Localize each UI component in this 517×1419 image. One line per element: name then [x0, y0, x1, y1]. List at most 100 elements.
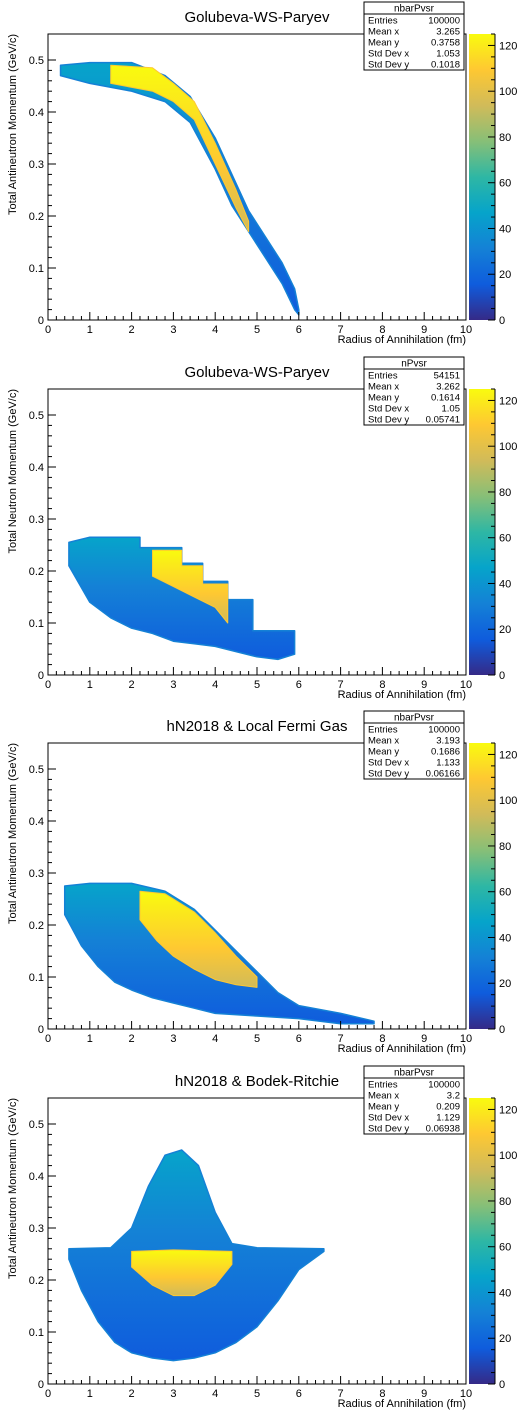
stats-value: 1.129	[436, 1113, 460, 1124]
density-peak-region	[139, 890, 258, 988]
x-tick-label: 6	[296, 1033, 302, 1045]
x-tick-label: 4	[212, 1033, 218, 1045]
x-tick-label: 2	[129, 679, 135, 691]
colorbar-tick-label: 0	[499, 315, 505, 327]
colorbar-tick-label: 100	[499, 86, 517, 98]
x-tick-label: 8	[379, 679, 385, 691]
stats-label: Entries	[368, 1080, 398, 1091]
x-tick-label: 1	[87, 679, 93, 691]
y-tick-label: 0.2	[29, 1275, 44, 1287]
y-tick-label: 0.4	[29, 1171, 44, 1183]
colorbar-tick-label: 0	[499, 1024, 505, 1036]
colorbar-tick-label: 40	[499, 578, 511, 590]
x-tick-label: 10	[460, 1388, 472, 1400]
stats-label: Entries	[368, 371, 398, 382]
stats-box	[363, 1, 465, 71]
colorbar-tick-label: 100	[499, 795, 517, 807]
x-tick-label: 1	[87, 1033, 93, 1045]
colorbar-tick-label: 20	[499, 269, 511, 281]
x-axis-label: Radius of Annihilation (fm)	[338, 1043, 466, 1055]
x-tick-label: 4	[212, 324, 218, 336]
colorbar-tick-label: 100	[499, 1150, 517, 1162]
colorbar-tick-label: 40	[499, 1287, 511, 1299]
colorbar-tick-label: 80	[499, 487, 511, 499]
x-tick-label: 0	[45, 1033, 51, 1045]
stats-value: 1.05	[442, 404, 461, 415]
colorbar-tick-label: 20	[499, 1333, 511, 1345]
colorbar-tick-label: 60	[499, 1242, 511, 1254]
stats-title: nPvsr	[401, 359, 427, 370]
stats-label: Std Dev x	[368, 49, 409, 60]
chart-title: Golubeva-WS-Paryev	[184, 9, 330, 26]
x-tick-label: 10	[460, 1033, 472, 1045]
x-axis-label: Radius of Annihilation (fm)	[338, 334, 466, 346]
x-tick-label: 8	[379, 324, 385, 336]
x-tick-label: 10	[460, 679, 472, 691]
stats-label: Mean x	[368, 1091, 399, 1102]
chart-title: Golubeva-WS-Paryev	[184, 364, 330, 381]
stats-label: Mean x	[368, 27, 399, 38]
stats-value: 1.053	[436, 49, 460, 60]
stats-value: 3.193	[436, 736, 460, 747]
x-tick-label: 3	[170, 1388, 176, 1400]
x-tick-label: 2	[129, 324, 135, 336]
y-tick-label: 0.5	[29, 410, 44, 422]
colorbar-tick-label: 0	[499, 1379, 505, 1391]
stats-value: 3.2	[447, 1091, 460, 1102]
stats-value: 100000	[428, 725, 460, 736]
colorbar-scale	[469, 743, 495, 1029]
x-tick-label: 1	[87, 1388, 93, 1400]
stats-value: 0.1018	[431, 60, 460, 71]
x-tick-label: 0	[45, 1388, 51, 1400]
x-tick-label: 9	[421, 324, 427, 336]
colorbar-tick-label: 60	[499, 887, 511, 899]
colorbar-tick-label: 80	[499, 132, 511, 144]
x-tick-label: 9	[421, 679, 427, 691]
plot-frame	[47, 388, 467, 676]
stats-value: 54151	[434, 371, 460, 382]
colorbar-tick-label: 80	[499, 841, 511, 853]
stats-label: Entries	[368, 16, 398, 27]
x-tick-label: 9	[421, 1033, 427, 1045]
x-tick-label: 6	[296, 679, 302, 691]
x-tick-label: 2	[129, 1033, 135, 1045]
colorbar-scale	[469, 389, 495, 675]
stats-value: 0.1614	[431, 393, 460, 404]
y-axis-label: Total Antineutron Momentum (GeV/c)	[7, 1098, 19, 1279]
stats-label: Mean y	[368, 393, 399, 404]
y-tick-label: 0	[38, 1379, 44, 1391]
heatmap-panel-4: hN2018 & Bodek-Ritchie 0 0.1 0.2 0.3 0.4 0.5 0 1…	[7, 1065, 517, 1410]
y-tick-label: 0	[38, 315, 44, 327]
stats-value: 0.1686	[431, 747, 460, 758]
y-tick-label: 0.2	[29, 566, 44, 578]
colorbar-tick-label: 120	[499, 749, 517, 761]
stats-value: 1.133	[436, 758, 460, 769]
x-tick-label: 5	[254, 1033, 260, 1045]
stats-label: Mean y	[368, 1102, 399, 1113]
y-tick-label: 0.5	[29, 764, 44, 776]
x-tick-label: 0	[45, 679, 51, 691]
x-tick-label: 6	[296, 324, 302, 336]
heatmap-panel-2: Golubeva-WS-Paryev 0 0.1 0.2 0.3 0.4 0.5 0 1 2 3 4 5…	[7, 356, 517, 701]
x-tick-label: 5	[254, 679, 260, 691]
stats-label: Std Dev x	[368, 1113, 409, 1124]
y-tick-label: 0.3	[29, 159, 44, 171]
chart-title: hN2018 & Local Fermi Gas	[167, 718, 348, 735]
y-tick-label: 0.4	[29, 462, 44, 474]
stats-label: Mean y	[368, 38, 399, 49]
y-tick-label: 0.1	[29, 972, 44, 984]
density-peak-region	[152, 549, 229, 624]
x-tick-label: 7	[338, 679, 344, 691]
plot-frame	[47, 1097, 467, 1385]
stats-value: 0.3758	[431, 38, 460, 49]
x-tick-label: 9	[421, 1388, 427, 1400]
y-tick-label: 0.1	[29, 263, 44, 275]
stats-value: 100000	[428, 16, 460, 27]
colorbar-tick-label: 80	[499, 1196, 511, 1208]
colorbar-tick-label: 120	[499, 395, 517, 407]
stats-label: Mean x	[368, 382, 399, 393]
y-tick-label: 0.3	[29, 514, 44, 526]
y-tick-label: 0	[38, 670, 44, 682]
x-tick-label: 7	[338, 1033, 344, 1045]
